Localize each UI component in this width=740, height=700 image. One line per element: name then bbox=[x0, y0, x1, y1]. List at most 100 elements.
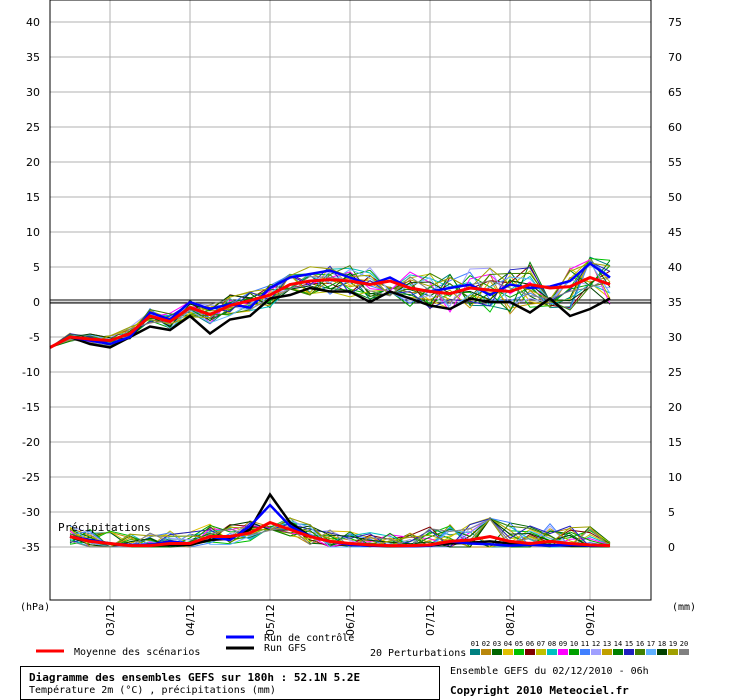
legend-perturbations-label: 20 Perturbations bbox=[370, 648, 466, 659]
right-tick-label: 15 bbox=[668, 436, 682, 449]
right-tick-label: 30 bbox=[668, 331, 682, 344]
pert-legend-number: 17 bbox=[647, 640, 655, 648]
pert-legend-swatch bbox=[536, 649, 546, 655]
pert-legend-number: 18 bbox=[658, 640, 666, 648]
pert-legend-number: 16 bbox=[636, 640, 644, 648]
pert-legend-number: 15 bbox=[625, 640, 633, 648]
pert-legend-swatch bbox=[580, 649, 590, 655]
plot-frame bbox=[49, 0, 652, 601]
x-tick-label: 03/12 bbox=[104, 604, 117, 636]
mean-precip-line bbox=[69, 520, 611, 548]
left-tick-label: 10 bbox=[26, 226, 40, 239]
right-tick-label: 0 bbox=[668, 541, 675, 554]
right-tick-label: 20 bbox=[668, 401, 682, 414]
left-axis-ticks: 40 35 30 25 20 15 10 5 0 -5 -10 -15 -20 -25 -30 -35 bbox=[22, 16, 40, 554]
x-tick-label: 08/12 bbox=[504, 604, 517, 636]
perturbation-legend: 01 02 03 04 05 06 07 08 09 10 11 12 13 14 15 16 17 18 19 20 bbox=[470, 640, 689, 655]
pert-legend-number: 08 bbox=[548, 640, 556, 648]
pert-legend-number: 20 bbox=[680, 640, 688, 648]
x-tick-label: 05/12 bbox=[264, 604, 277, 636]
right-tick-label: 70 bbox=[668, 51, 682, 64]
pert-legend-swatch bbox=[613, 649, 623, 655]
right-tick-label: 10 bbox=[668, 471, 682, 484]
pert-legend-swatch bbox=[668, 649, 678, 655]
right-axis-label: (mm) bbox=[672, 602, 696, 613]
pert-legend-swatch bbox=[470, 649, 480, 655]
left-tick-label: -5 bbox=[29, 331, 40, 344]
right-tick-label: 5 bbox=[668, 506, 675, 519]
left-tick-label: -35 bbox=[22, 541, 40, 554]
pert-legend-number: 13 bbox=[603, 640, 611, 648]
left-tick-label: -25 bbox=[22, 471, 40, 484]
left-axis-label: (hPa) bbox=[20, 602, 50, 613]
legend-gfs-label: Run GFS bbox=[264, 643, 306, 654]
pert-temp-line-12 bbox=[49, 267, 611, 348]
precip-label: Précipitations bbox=[58, 521, 151, 534]
left-tick-label: 35 bbox=[26, 51, 40, 64]
pert-legend-number: 06 bbox=[526, 640, 534, 648]
x-tick-label: 07/12 bbox=[424, 604, 437, 636]
x-tick-label: 04/12 bbox=[184, 604, 197, 636]
left-tick-label: -15 bbox=[22, 401, 40, 414]
right-tick-label: 60 bbox=[668, 121, 682, 134]
x-axis-ticks: 03/12 04/12 05/12 06/12 07/12 08/12 09/12 bbox=[104, 604, 597, 636]
left-tick-label: 0 bbox=[33, 296, 40, 309]
title-box: Diagramme des ensembles GEFS sur 180h : … bbox=[20, 666, 440, 700]
pert-legend-swatch bbox=[525, 649, 535, 655]
legend-control-label: Run de contrôle bbox=[264, 632, 354, 644]
pert-legend-number: 02 bbox=[482, 640, 490, 648]
right-tick-label: 40 bbox=[668, 261, 682, 274]
pert-legend-swatch bbox=[558, 649, 568, 655]
right-tick-label: 25 bbox=[668, 366, 682, 379]
left-tick-label: -10 bbox=[22, 366, 40, 379]
pert-precip-line-07 bbox=[69, 517, 611, 548]
pert-legend-swatch bbox=[569, 649, 579, 655]
pert-legend-swatch bbox=[547, 649, 557, 655]
left-tick-label: -30 bbox=[22, 506, 40, 519]
left-tick-label: 25 bbox=[26, 121, 40, 134]
pert-legend-swatch bbox=[602, 649, 612, 655]
left-tick-label: 15 bbox=[26, 191, 40, 204]
pert-legend-swatch bbox=[635, 649, 645, 655]
pert-precip-line-20 bbox=[69, 518, 611, 548]
left-tick-label: 20 bbox=[26, 156, 40, 169]
pert-legend-swatch bbox=[646, 649, 656, 655]
chart-subtitle: Température 2m (°C) , précipitations (mm… bbox=[29, 685, 276, 696]
pert-legend-number: 14 bbox=[614, 640, 622, 648]
pert-legend-number: 05 bbox=[515, 640, 523, 648]
right-tick-label: 55 bbox=[668, 156, 682, 169]
gfs-temp-line bbox=[69, 286, 611, 349]
left-tick-label: 30 bbox=[26, 86, 40, 99]
main-series-lines bbox=[49, 261, 611, 548]
pert-temp-line-16 bbox=[49, 264, 611, 348]
pert-legend-number: 07 bbox=[537, 640, 545, 648]
chart-title: Diagramme des ensembles GEFS sur 180h : … bbox=[29, 671, 361, 684]
left-tick-label: -20 bbox=[22, 436, 40, 449]
right-tick-label: 50 bbox=[668, 191, 682, 204]
pert-legend-number: 09 bbox=[559, 640, 567, 648]
left-tick-label: 40 bbox=[26, 16, 40, 29]
pert-legend-number: 11 bbox=[581, 640, 589, 648]
pert-legend-swatch bbox=[624, 649, 634, 655]
pert-temp-line-15 bbox=[49, 261, 611, 348]
right-tick-label: 45 bbox=[668, 226, 682, 239]
pert-legend-number: 12 bbox=[592, 640, 600, 648]
right-tick-label: 65 bbox=[668, 86, 682, 99]
left-tick-label: 5 bbox=[33, 261, 40, 274]
right-tick-label: 75 bbox=[668, 16, 682, 29]
pert-legend-swatch bbox=[591, 649, 601, 655]
pert-legend-swatch bbox=[503, 649, 513, 655]
pert-legend-swatch bbox=[514, 649, 524, 655]
legend-mean-label: Moyenne des scénarios bbox=[74, 646, 200, 658]
pert-legend-number: 10 bbox=[570, 640, 578, 648]
pert-legend-number: 19 bbox=[669, 640, 677, 648]
x-tick-label: 06/12 bbox=[344, 604, 357, 636]
pert-legend-swatch bbox=[679, 649, 689, 655]
pert-legend-swatch bbox=[481, 649, 491, 655]
ensemble-info: Ensemble GEFS du 02/12/2010 - 06h bbox=[450, 666, 649, 677]
copyright: Copyright 2010 Meteociel.fr bbox=[450, 684, 629, 697]
pert-legend-number: 01 bbox=[471, 640, 479, 648]
pert-legend-number: 04 bbox=[504, 640, 512, 648]
